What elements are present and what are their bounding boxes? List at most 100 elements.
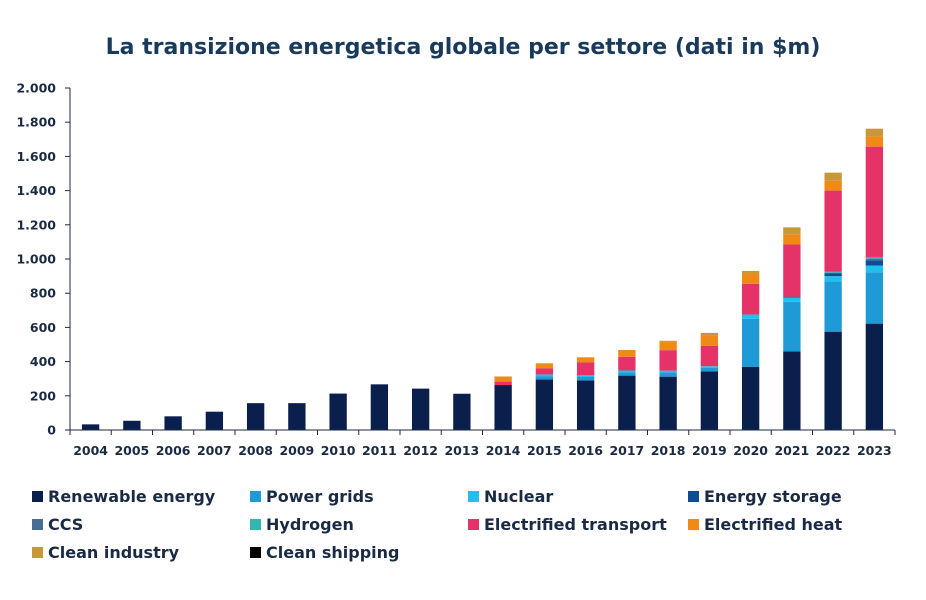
legend-label: Renewable energy bbox=[48, 487, 216, 506]
x-tick-label: 2018 bbox=[651, 443, 686, 458]
y-tick-label: 600 bbox=[30, 320, 56, 335]
x-tick-label: 2012 bbox=[403, 443, 438, 458]
bar-segment bbox=[865, 146, 884, 257]
legend-label: Power grids bbox=[266, 487, 374, 506]
legend-label: Clean industry bbox=[48, 543, 180, 562]
bar-segment bbox=[453, 393, 471, 430]
legend-swatch bbox=[250, 519, 261, 530]
bar-segment bbox=[700, 366, 719, 368]
legend-swatch bbox=[32, 519, 43, 530]
bar-segment bbox=[370, 384, 389, 430]
bar-segment bbox=[535, 374, 554, 377]
x-tick-label: 2015 bbox=[527, 443, 562, 458]
bar-segment bbox=[824, 271, 842, 273]
bar-segment bbox=[824, 180, 842, 191]
y-tick-label: 1.000 bbox=[16, 252, 56, 267]
x-axis: 2004 2005 2006 2007 2008 2009 2010 2011 2012 2013… bbox=[69, 429, 896, 458]
bar-segment bbox=[865, 265, 884, 273]
legend-label: Clean shipping bbox=[266, 543, 399, 562]
bar-segment bbox=[576, 357, 595, 363]
legend-swatch bbox=[32, 547, 43, 558]
legend-label: Electrified transport bbox=[484, 515, 667, 534]
x-tick-label: 2020 bbox=[733, 443, 768, 458]
bar-segment bbox=[618, 375, 636, 430]
bar-segment bbox=[81, 424, 100, 430]
bar-segment bbox=[576, 362, 595, 376]
legend-swatch bbox=[688, 491, 699, 502]
bar-segment bbox=[535, 363, 554, 369]
bar-segment bbox=[494, 381, 512, 386]
bar-segment bbox=[783, 244, 801, 297]
y-tick-label: 800 bbox=[30, 286, 56, 301]
y-tick-label: 0 bbox=[47, 423, 56, 438]
bar-segment bbox=[783, 351, 801, 430]
bar-segment bbox=[659, 376, 677, 430]
bar-segment bbox=[700, 371, 719, 430]
bar-segment bbox=[659, 341, 677, 351]
bar-segment bbox=[618, 356, 636, 371]
x-tick-label: 2014 bbox=[486, 443, 521, 458]
bar-segment bbox=[783, 227, 801, 235]
bar-segment bbox=[741, 273, 760, 284]
bar-segment bbox=[246, 403, 265, 430]
bar-segment bbox=[700, 332, 719, 336]
y-tick-label: 1.400 bbox=[16, 183, 56, 198]
bar-segment bbox=[783, 297, 801, 302]
bar-segment bbox=[824, 281, 842, 332]
x-tick-label: 2023 bbox=[857, 443, 892, 458]
bar-segment bbox=[700, 345, 719, 367]
x-tick-label: 2019 bbox=[692, 443, 727, 458]
bar-segment bbox=[700, 367, 719, 372]
bar-segment bbox=[535, 376, 554, 380]
y-tick-label: 2.000 bbox=[16, 81, 56, 96]
bar-segment bbox=[783, 234, 801, 245]
legend-label: Electrified heat bbox=[704, 515, 843, 534]
legend-swatch bbox=[468, 491, 479, 502]
y-tick-label: 400 bbox=[30, 354, 56, 369]
legend-label: Nuclear bbox=[484, 487, 553, 506]
x-tick-label: 2005 bbox=[114, 443, 149, 458]
bar-segment bbox=[576, 380, 595, 430]
legend: Renewable energy Power grids Nuclear Energy… bbox=[32, 487, 843, 562]
bar-segment bbox=[659, 350, 677, 371]
bar-segment bbox=[205, 411, 224, 430]
legend-label: Energy storage bbox=[704, 487, 842, 506]
bar-segment bbox=[494, 385, 512, 430]
bar-segment bbox=[741, 318, 760, 367]
x-tick-label: 2016 bbox=[568, 443, 603, 458]
bar-segment bbox=[783, 301, 801, 352]
bar-segment bbox=[824, 190, 842, 272]
x-tick-label: 2022 bbox=[816, 443, 851, 458]
bar-segment bbox=[824, 273, 842, 277]
bar-segment bbox=[824, 276, 842, 282]
bar-segment bbox=[659, 370, 677, 373]
bar-segment bbox=[865, 272, 884, 324]
y-axis: 0 200 400 600 800 1.000 1.200 1.400 1.600 1.800 2.… bbox=[16, 81, 71, 438]
bar-segment bbox=[618, 372, 636, 376]
x-tick-label: 2011 bbox=[362, 443, 397, 458]
bar-segment bbox=[123, 420, 141, 430]
x-tick-label: 2013 bbox=[444, 443, 479, 458]
x-tick-label: 2008 bbox=[238, 443, 273, 458]
bar-segment bbox=[576, 375, 595, 377]
bar-segment bbox=[535, 379, 554, 430]
legend-label: CCS bbox=[48, 515, 83, 534]
bar-segment bbox=[783, 296, 801, 298]
x-tick-label: 2004 bbox=[73, 443, 108, 458]
bar-segment bbox=[411, 388, 430, 430]
y-tick-label: 1.600 bbox=[16, 149, 56, 164]
bar-segment bbox=[824, 272, 842, 274]
bar-segment bbox=[824, 331, 842, 430]
bar-segment bbox=[700, 335, 719, 346]
bar-segment bbox=[865, 260, 884, 266]
x-tick-label: 2017 bbox=[609, 443, 644, 458]
bar-segment bbox=[659, 372, 677, 377]
bar-segment bbox=[164, 416, 182, 430]
bar-segment bbox=[535, 368, 554, 375]
bar-segment bbox=[576, 376, 595, 381]
bar-segment bbox=[865, 258, 884, 261]
legend-swatch bbox=[250, 491, 261, 502]
legend-swatch bbox=[688, 519, 699, 530]
bar-segment bbox=[494, 376, 512, 382]
bar-segment bbox=[618, 370, 636, 373]
